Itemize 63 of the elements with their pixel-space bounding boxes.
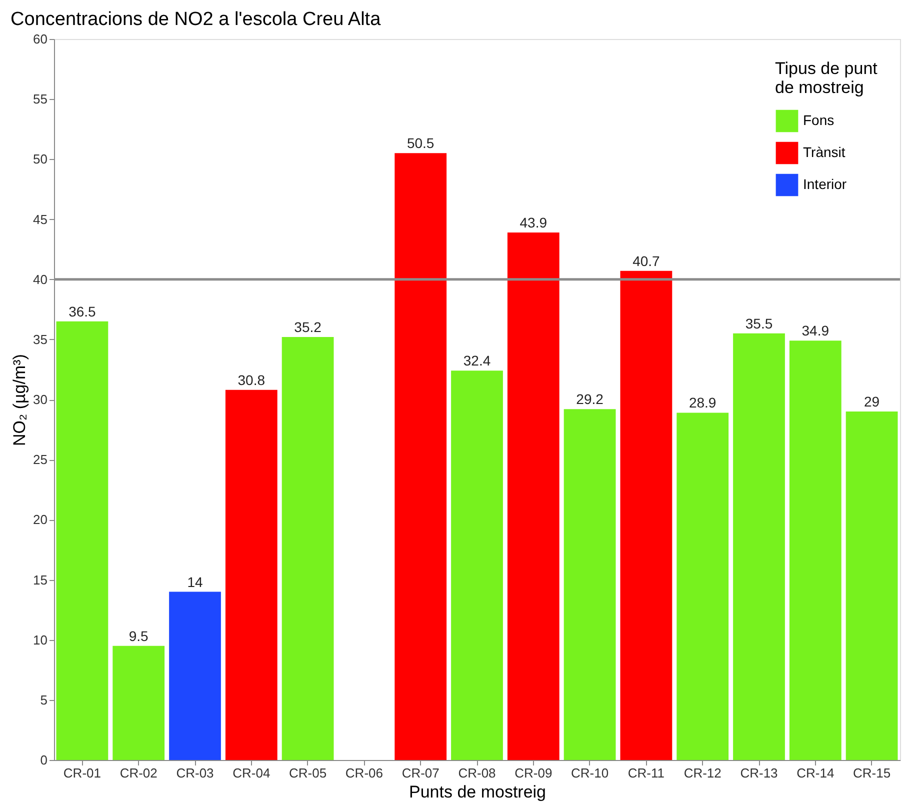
bar xyxy=(846,412,898,760)
bar xyxy=(282,337,334,760)
y-tick-label: 25 xyxy=(33,452,48,468)
bar xyxy=(394,153,447,760)
bar xyxy=(564,409,616,760)
data-label: 32.4 xyxy=(463,352,491,369)
bar xyxy=(789,340,842,760)
data-label: 9.5 xyxy=(128,628,149,644)
data-label: 29 xyxy=(864,394,880,410)
data-label: 28.9 xyxy=(688,394,716,411)
x-tick-label: CR-09 xyxy=(514,766,552,780)
x-tick-label: CR-10 xyxy=(571,766,609,780)
x-tick-label: CR-11 xyxy=(628,766,665,780)
x-tick-label: CR-07 xyxy=(402,766,440,780)
x-tick-label: CR-08 xyxy=(458,766,496,780)
y-tick-label: 50 xyxy=(33,152,48,167)
data-label: 34.9 xyxy=(802,322,830,339)
y-tick-label: 30 xyxy=(33,392,48,407)
bar xyxy=(56,321,108,760)
x-tick-label: CR-02 xyxy=(120,766,158,780)
data-label: 35.5 xyxy=(745,315,773,332)
y-tick-label: 45 xyxy=(33,212,48,227)
legend-label: Interior xyxy=(803,176,847,192)
x-tick-label: CR-06 xyxy=(345,766,383,780)
x-tick-label: CR-13 xyxy=(740,766,778,780)
data-label: 43.9 xyxy=(520,214,548,230)
y-tick-label: 0 xyxy=(40,752,48,768)
bar xyxy=(451,370,503,760)
x-tick-label: CR-01 xyxy=(63,766,101,780)
x-tick-label: CR-15 xyxy=(853,766,891,780)
bar xyxy=(112,646,165,760)
bar xyxy=(225,390,278,760)
bar xyxy=(733,333,785,760)
y-tick-label: 10 xyxy=(33,632,48,648)
y-tick-label: 5 xyxy=(40,692,48,708)
x-tick-label: CR-05 xyxy=(289,766,327,780)
x-tick-label: CR-04 xyxy=(232,766,270,780)
x-tick-label: CR-14 xyxy=(796,766,834,780)
data-label: 35.2 xyxy=(294,319,322,336)
data-label: 40.7 xyxy=(632,252,660,269)
x-tick-label: CR-03 xyxy=(176,766,214,780)
chart-title: Concentracions de NO2 a l'escola Creu Alta xyxy=(10,9,382,30)
data-label: 36.5 xyxy=(68,303,96,320)
data-label: 29.2 xyxy=(576,391,604,408)
y-tick-label: 60 xyxy=(33,32,48,46)
data-label: 14 xyxy=(187,574,203,590)
legend-title: Tipus de punt de mostreig xyxy=(775,59,878,97)
x-tick-label: CR-12 xyxy=(684,766,722,780)
bar xyxy=(620,270,672,760)
data-label: 30.8 xyxy=(238,372,266,388)
y-tick-label: 20 xyxy=(33,512,48,528)
y-tick-label: 15 xyxy=(33,572,48,588)
bar xyxy=(169,592,221,760)
bar xyxy=(507,232,560,760)
legend-label: Trànsit xyxy=(803,144,846,160)
bar xyxy=(676,412,729,760)
y-tick-label: 35 xyxy=(33,332,48,347)
x-axis-title: Punts de mostreig xyxy=(408,782,546,802)
y-tick-label: 55 xyxy=(33,92,48,107)
y-tick-label: 40 xyxy=(33,272,48,287)
data-label: 50.5 xyxy=(406,135,434,152)
y-axis-title: NO₂ (µg/m³) xyxy=(10,354,30,446)
legend-label: Fons xyxy=(803,112,834,128)
